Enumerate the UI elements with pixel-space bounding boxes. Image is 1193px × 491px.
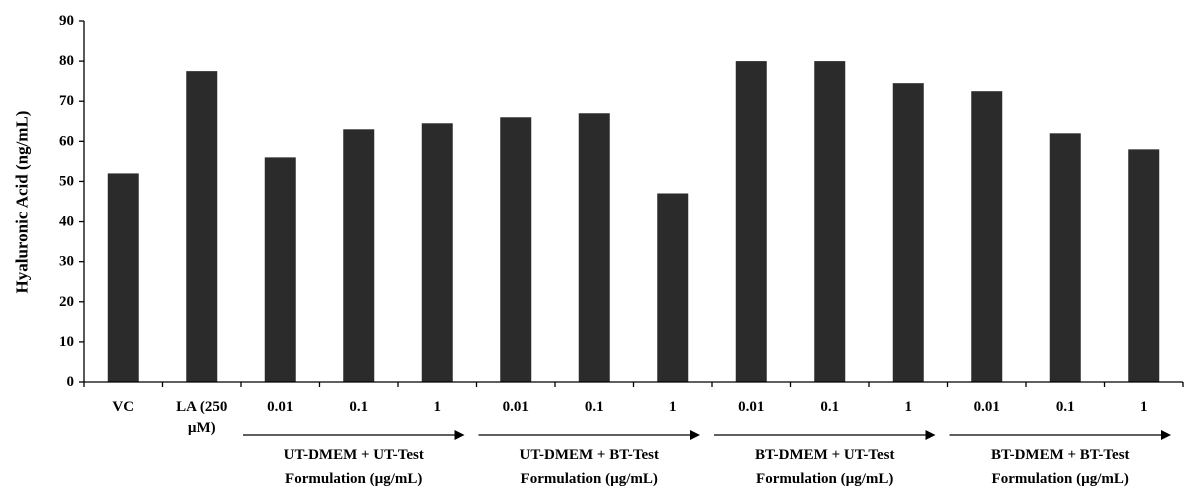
group-label: BT-DMEM + UT-Test bbox=[755, 447, 894, 463]
y-tick-label: 50 bbox=[59, 173, 74, 189]
y-tick-label: 0 bbox=[67, 374, 75, 390]
bar bbox=[814, 61, 846, 382]
bar bbox=[107, 173, 139, 382]
x-category-label: 0.1 bbox=[585, 399, 604, 415]
group-label: UT-DMEM + UT-Test bbox=[284, 447, 424, 463]
bar bbox=[735, 61, 767, 382]
y-tick-label: 90 bbox=[59, 13, 74, 29]
x-category-label: 1 bbox=[434, 399, 442, 415]
group-arrow-head bbox=[925, 430, 936, 440]
group-label: Formulation (µg/mL) bbox=[521, 471, 658, 487]
x-category-label: VC bbox=[112, 399, 134, 415]
bar bbox=[343, 129, 375, 382]
x-category-label: 0.1 bbox=[1056, 399, 1075, 415]
y-tick-label: 30 bbox=[59, 254, 74, 270]
bar bbox=[421, 123, 453, 383]
x-category-label: 1 bbox=[1140, 399, 1148, 415]
y-tick-label: 40 bbox=[59, 214, 74, 230]
group-label: BT-DMEM + BT-Test bbox=[991, 447, 1130, 463]
bar bbox=[1049, 133, 1081, 382]
bar bbox=[578, 113, 610, 382]
x-category-label: 0.01 bbox=[267, 399, 293, 415]
y-tick-label: 60 bbox=[59, 133, 74, 149]
x-category-label: µM) bbox=[188, 420, 216, 436]
group-arrow-head bbox=[690, 430, 700, 440]
bar bbox=[1128, 149, 1160, 382]
group-label: Formulation (µg/mL) bbox=[756, 471, 893, 487]
bar bbox=[892, 83, 924, 382]
group-arrow-head bbox=[1161, 430, 1171, 440]
bar bbox=[186, 71, 218, 382]
y-tick-label: 80 bbox=[59, 53, 74, 69]
x-category-label: 0.01 bbox=[974, 399, 1000, 415]
x-category-label: 0.1 bbox=[820, 399, 839, 415]
x-category-label: LA (250 bbox=[176, 399, 227, 415]
y-tick-label: 20 bbox=[59, 294, 74, 310]
bar bbox=[264, 157, 296, 382]
group-label: Formulation (µg/mL) bbox=[992, 471, 1129, 487]
group-label: UT-DMEM + BT-Test bbox=[520, 447, 659, 463]
bar bbox=[500, 117, 532, 383]
y-axis-title: Hyaluronic Acid (ng/mL) bbox=[13, 111, 32, 294]
bar bbox=[971, 91, 1003, 382]
bar bbox=[657, 193, 689, 382]
group-label: Formulation (µg/mL) bbox=[285, 471, 422, 487]
x-category-label: 1 bbox=[905, 399, 913, 415]
y-tick-label: 10 bbox=[59, 334, 74, 350]
x-category-label: 1 bbox=[669, 399, 677, 415]
y-tick-label: 70 bbox=[59, 93, 74, 109]
x-category-label: 0.1 bbox=[349, 399, 368, 415]
x-category-label: 0.01 bbox=[738, 399, 764, 415]
group-arrow-head bbox=[454, 430, 465, 440]
x-category-label: 0.01 bbox=[503, 399, 529, 415]
